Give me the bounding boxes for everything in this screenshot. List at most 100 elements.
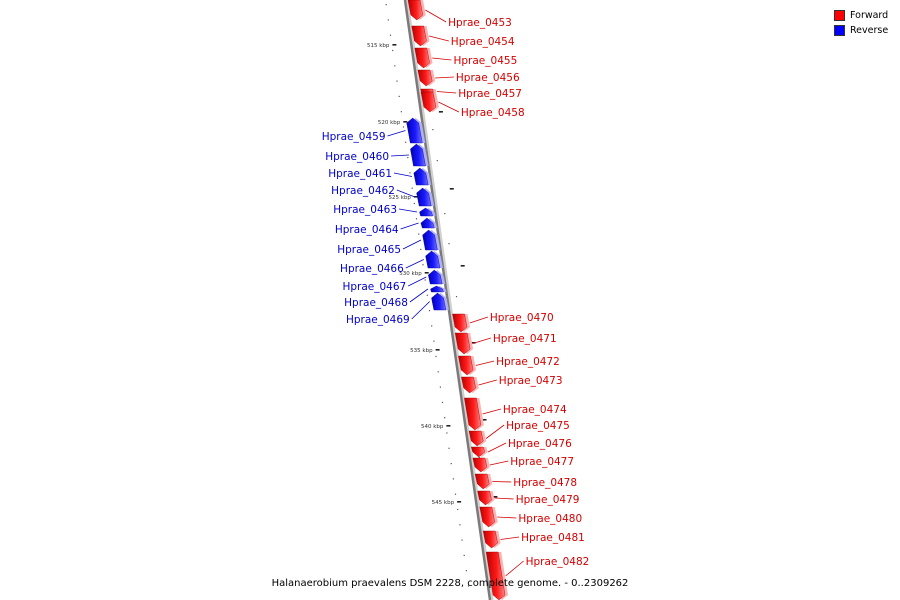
- minor-tick: [437, 371, 439, 373]
- gene-arrow: [416, 187, 432, 207]
- minor-tick: [411, 187, 413, 189]
- minor-tick: [452, 478, 454, 480]
- gene-leader-line: [393, 172, 413, 177]
- gene-arrow: [407, 0, 424, 21]
- minor-tick: [428, 310, 431, 312]
- gene-leader-line: [398, 208, 418, 213]
- gene-hprae-0464[interactable]: Hprae_0464: [335, 217, 438, 236]
- minor-tick: [422, 264, 424, 266]
- gene-hprae-0461[interactable]: Hprae_0461: [328, 167, 432, 186]
- gene-leader-line: [472, 337, 492, 344]
- gene-label: Hprae_0468: [344, 297, 408, 309]
- gene-label: Hprae_0455: [454, 55, 518, 67]
- genome-backbone: [403, 0, 494, 600]
- gene-arrow: [482, 530, 498, 549]
- gene-leader-line: [487, 442, 507, 453]
- gene-leader-line: [482, 408, 502, 415]
- gene-hprae-0459[interactable]: Hprae_0459: [322, 117, 426, 144]
- gene-arrow: [479, 506, 495, 528]
- gene-arrow: [420, 91, 437, 113]
- gene-label: Hprae_0465: [337, 244, 401, 256]
- minor-tick: [463, 554, 465, 556]
- gene-hprae-0472[interactable]: Hprae_0472: [458, 355, 560, 376]
- gene-hprae-0475[interactable]: Hprae_0475: [468, 420, 570, 447]
- gene-leader-line: [494, 497, 514, 500]
- gene-label: Hprae_0480: [518, 513, 582, 525]
- gene-hprae-0458[interactable]: Hprae_0458: [420, 91, 525, 119]
- minor-tick: [467, 585, 470, 587]
- gene-leader-line: [492, 481, 512, 483]
- gene-arrow: [485, 551, 506, 600]
- minor-tick: [446, 432, 448, 434]
- gene-hprae-0453[interactable]: Hprae_0453: [407, 0, 512, 29]
- gene-hprae-0471[interactable]: Hprae_0471: [454, 332, 557, 355]
- gene-hprae-0473[interactable]: Hprae_0473: [461, 375, 563, 394]
- gene-hprae-0468[interactable]: Hprae_0468: [344, 285, 447, 309]
- minor-tick: [396, 80, 398, 82]
- scale-ticks: 515 kbp 520 kbp 525 kbp 530 kbp 535 kbp 540 k…: [367, 4, 498, 587]
- gene-leader-line: [489, 460, 509, 466]
- gene-hprae-0478[interactable]: Hprae_0478: [474, 473, 577, 490]
- minor-tick: [415, 218, 418, 220]
- gene-label: Hprae_0481: [521, 532, 585, 544]
- gene-label: Hprae_0467: [342, 281, 406, 293]
- minor-tick: [439, 386, 441, 388]
- gene-arrow: [414, 47, 430, 69]
- minor-tick: [454, 493, 457, 495]
- major-tick: [438, 111, 443, 113]
- gene-leader-line: [436, 91, 457, 94]
- legend-reverse-label: Reverse: [850, 25, 889, 36]
- gene-hprae-0479[interactable]: Hprae_0479: [477, 490, 580, 506]
- gene-leader-line: [425, 9, 447, 23]
- gene-hprae-0477[interactable]: Hprae_0477: [472, 456, 574, 473]
- minor-tick: [431, 325, 433, 327]
- gene-arrow: [430, 285, 444, 293]
- gene-arrow: [428, 269, 443, 285]
- gene-hprae-0462[interactable]: Hprae_0462: [331, 185, 435, 207]
- gene-hprae-0474[interactable]: Hprae_0474: [464, 397, 567, 431]
- forward-swatch: [834, 10, 845, 21]
- gene-arrow: [454, 332, 471, 355]
- gene-label: Hprae_0474: [503, 404, 567, 416]
- minor-tick: [389, 34, 392, 36]
- gene-leader-line: [475, 360, 495, 366]
- gene-label: Hprae_0479: [516, 494, 580, 506]
- major-tick: [435, 349, 440, 351]
- minor-tick: [436, 160, 438, 162]
- gene-hprae-0481[interactable]: Hprae_0481: [482, 530, 585, 549]
- minor-tick: [435, 355, 437, 358]
- scale-label: 530 kbp: [399, 271, 422, 277]
- gene-leader-line: [497, 516, 517, 519]
- scale-label: 535 kbp: [410, 348, 433, 354]
- gene-hprae-0467[interactable]: Hprae_0467: [342, 269, 446, 293]
- gene-hprae-0460[interactable]: Hprae_0460: [325, 143, 429, 167]
- gene-arrow: [422, 229, 438, 251]
- gene-hprae-0482[interactable]: Hprae_0482: [485, 551, 590, 600]
- gene-arrow: [420, 217, 435, 229]
- minor-tick: [413, 202, 415, 205]
- gene-hprae-0466[interactable]: Hprae_0466: [340, 250, 443, 275]
- gene-hprae-0463[interactable]: Hprae_0463: [333, 204, 436, 217]
- gene-hprae-0456[interactable]: Hprae_0456: [417, 69, 520, 87]
- gene-leader-line: [469, 316, 489, 324]
- gene-hprae-0469[interactable]: Hprae_0469: [346, 292, 449, 326]
- gene-label: Hprae_0482: [526, 556, 590, 568]
- gene-arrow: [410, 143, 426, 167]
- minor-tick: [478, 457, 480, 459]
- major-tick: [446, 425, 451, 427]
- major-tick: [392, 44, 397, 46]
- gene-arrow: [477, 490, 492, 506]
- gene-leader-line: [485, 424, 505, 439]
- gene-hprae-0465[interactable]: Hprae_0465: [337, 229, 441, 256]
- gene-hprae-0454[interactable]: Hprae_0454: [411, 25, 515, 48]
- gene-hprae-0455[interactable]: Hprae_0455: [414, 47, 518, 69]
- gene-hprae-0476[interactable]: Hprae_0476: [471, 438, 572, 458]
- gene-arrow: [474, 473, 490, 490]
- gene-hprae-0470[interactable]: Hprae_0470: [452, 312, 554, 333]
- gene-label: Hprae_0475: [506, 420, 570, 432]
- legend-reverse: Reverse: [834, 23, 892, 38]
- gene-label: Hprae_0477: [510, 456, 574, 468]
- gene-leader-line: [405, 259, 424, 269]
- gene-hprae-0480[interactable]: Hprae_0480: [479, 506, 582, 528]
